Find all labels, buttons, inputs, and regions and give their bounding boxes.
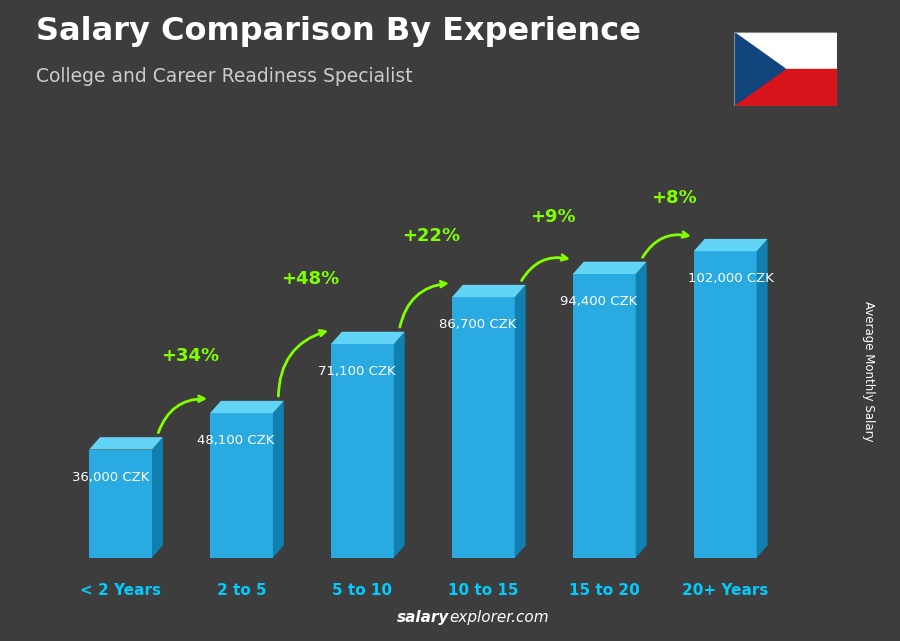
Text: 94,400 CZK: 94,400 CZK [560,295,637,308]
Polygon shape [152,437,163,558]
Polygon shape [635,262,646,558]
Text: +48%: +48% [282,271,340,288]
Text: 10 to 15: 10 to 15 [448,583,518,597]
Text: salary: salary [397,610,449,625]
Polygon shape [452,297,515,558]
Text: +8%: +8% [651,189,697,207]
Polygon shape [572,262,646,274]
Polygon shape [210,413,273,558]
Polygon shape [394,332,405,558]
Text: 15 to 20: 15 to 20 [569,583,640,597]
Text: 20+ Years: 20+ Years [682,583,769,597]
Polygon shape [694,239,768,251]
Text: +34%: +34% [161,347,219,365]
Text: explorer.com: explorer.com [449,610,549,625]
Text: College and Career Readiness Specialist: College and Career Readiness Specialist [36,67,412,87]
Polygon shape [694,251,757,558]
Polygon shape [734,32,785,106]
Text: 5 to 10: 5 to 10 [332,583,392,597]
Polygon shape [89,449,152,558]
Polygon shape [273,401,284,558]
Text: Average Monthly Salary: Average Monthly Salary [862,301,875,442]
Polygon shape [331,344,394,558]
Text: 48,100 CZK: 48,100 CZK [197,435,274,447]
Polygon shape [452,285,526,297]
Polygon shape [757,239,768,558]
Text: 2 to 5: 2 to 5 [217,583,266,597]
Polygon shape [331,332,405,344]
Text: 86,700 CZK: 86,700 CZK [438,319,516,331]
Text: +22%: +22% [402,228,461,246]
Polygon shape [515,285,526,558]
Bar [734,69,837,106]
Polygon shape [210,401,284,413]
Text: 36,000 CZK: 36,000 CZK [72,470,149,484]
Bar [734,32,837,69]
Text: < 2 Years: < 2 Years [80,583,161,597]
Polygon shape [89,437,163,449]
Text: 102,000 CZK: 102,000 CZK [688,272,774,285]
Text: 71,100 CZK: 71,100 CZK [318,365,395,378]
Polygon shape [572,274,635,558]
Text: Salary Comparison By Experience: Salary Comparison By Experience [36,16,641,47]
Text: +9%: +9% [530,208,575,226]
